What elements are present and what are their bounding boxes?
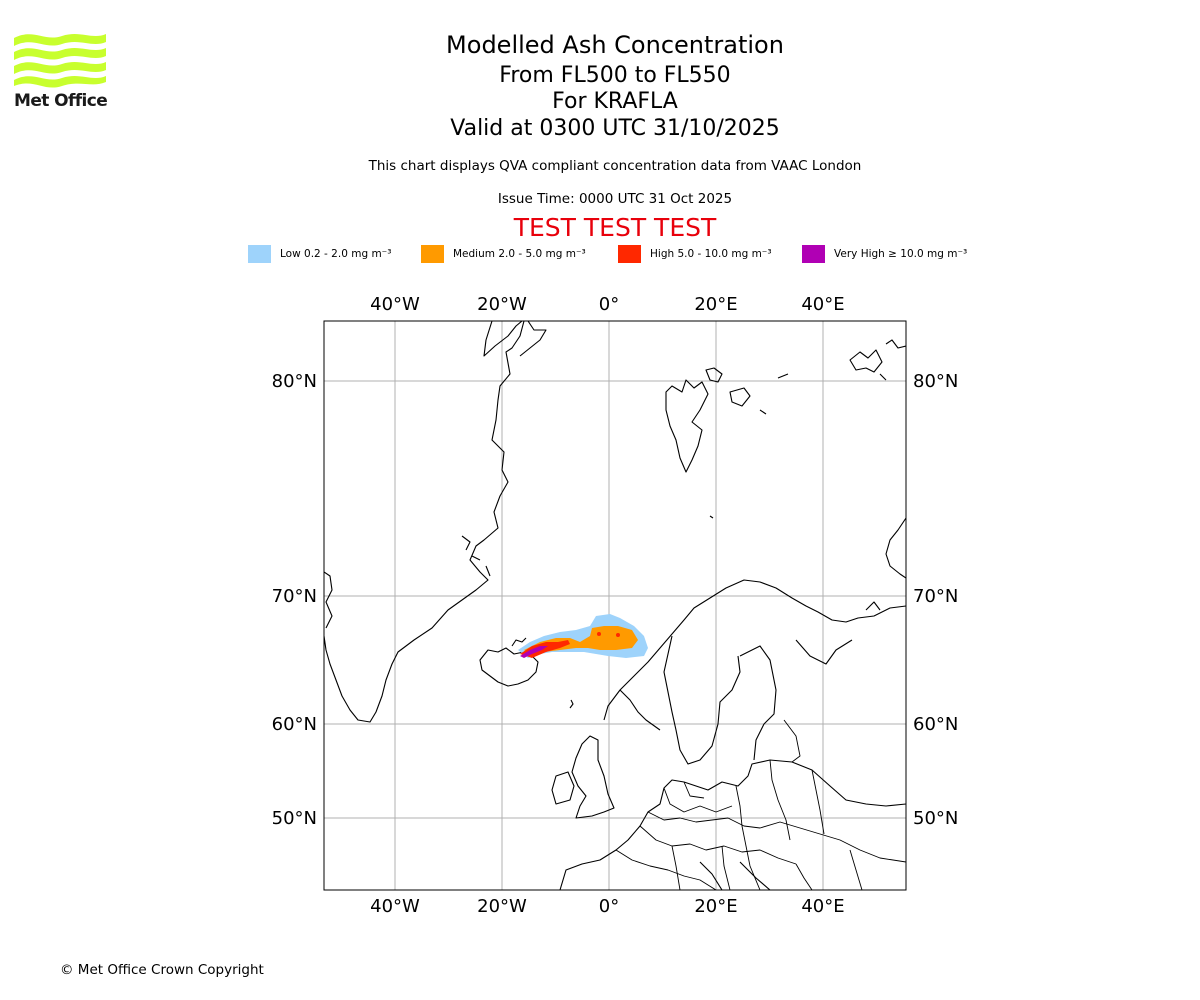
ash-spot-high-1 <box>597 632 601 636</box>
lat-tick-left-0: 80°N <box>272 371 317 392</box>
legend-label-very-high: Very High ≥ 10.0 mg m⁻³ <box>834 248 968 260</box>
longitude-labels-bottom: 40°W 20°W 0° 20°E 40°E <box>370 896 844 917</box>
volcano-name: For KRAFLA <box>552 89 678 114</box>
lon-tick-bottom-2: 0° <box>599 896 619 917</box>
copyright-notice: © Met Office Crown Copyright <box>60 962 264 978</box>
legend-label-high: High 5.0 - 10.0 mg m⁻³ <box>650 248 772 260</box>
lon-tick-bottom-4: 40°E <box>801 896 844 917</box>
lon-tick-bottom-3: 20°E <box>694 896 737 917</box>
met-office-logo-text: Met Office <box>14 91 108 111</box>
legend-item-low: Low 0.2 - 2.0 mg m⁻³ <box>248 244 391 264</box>
great-britain-coast <box>571 735 615 819</box>
legend-swatch-high <box>618 245 641 263</box>
map-content <box>324 321 906 890</box>
lat-tick-right-2: 60°N <box>913 714 958 735</box>
lat-tick-left-2: 60°N <box>272 714 317 735</box>
graticule <box>324 321 906 890</box>
scandinavia-coast <box>603 579 906 721</box>
latitude-labels-right: 80°N 70°N 60°N 50°N <box>913 371 958 829</box>
iceland-coast <box>479 647 539 687</box>
ireland-coast <box>551 771 575 805</box>
lat-tick-right-0: 80°N <box>913 371 958 392</box>
valid-time: Valid at 0300 UTC 31/10/2025 <box>450 116 780 141</box>
lat-tick-right-3: 50°N <box>913 808 958 829</box>
latitude-labels-left: 80°N 70°N 60°N 50°N <box>272 371 317 829</box>
map-frame <box>323 320 907 891</box>
lon-tick-top-3: 20°E <box>694 294 737 315</box>
legend-label-low: Low 0.2 - 2.0 mg m⁻³ <box>280 248 392 260</box>
europe-coast <box>559 759 906 890</box>
legend-swatch-medium <box>421 245 444 263</box>
legend-swatch-very-high <box>802 245 825 263</box>
ash-area-very-high <box>520 646 548 658</box>
legend-item-medium: Medium 2.0 - 5.0 mg m⁻³ <box>421 244 586 264</box>
greenland-coast <box>324 321 525 723</box>
lat-tick-left-1: 70°N <box>272 586 317 607</box>
lon-tick-top-4: 40°E <box>801 294 844 315</box>
svalbard-coast <box>665 379 709 473</box>
chart-title: Modelled Ash Concentration <box>446 31 784 59</box>
legend-label-medium: Medium 2.0 - 5.0 mg m⁻³ <box>453 248 586 260</box>
ash-spot-high-2 <box>616 633 620 637</box>
ash-plume <box>518 614 648 658</box>
legend-item-high: High 5.0 - 10.0 mg m⁻³ <box>618 244 772 264</box>
lat-tick-right-1: 70°N <box>913 586 958 607</box>
met-office-logo <box>14 34 106 88</box>
flight-level-range: From FL500 to FL550 <box>499 63 731 88</box>
coastlines <box>324 321 906 890</box>
compliance-note: This chart displays QVA compliant concen… <box>368 158 862 174</box>
test-banner: TEST TEST TEST <box>513 213 717 242</box>
longitude-labels-top: 40°W 20°W 0° 20°E 40°E <box>370 294 844 315</box>
legend-swatch-low <box>248 245 271 263</box>
legend-item-very-high: Very High ≥ 10.0 mg m⁻³ <box>802 244 967 264</box>
country-borders <box>615 719 906 890</box>
lon-tick-bottom-1: 20°W <box>477 896 527 917</box>
lon-tick-top-2: 0° <box>599 294 619 315</box>
lon-tick-top-1: 20°W <box>477 294 527 315</box>
lon-tick-bottom-0: 40°W <box>370 896 420 917</box>
lat-tick-left-3: 50°N <box>272 808 317 829</box>
lon-tick-top-0: 40°W <box>370 294 420 315</box>
issue-time: Issue Time: 0000 UTC 31 Oct 2025 <box>497 191 733 207</box>
